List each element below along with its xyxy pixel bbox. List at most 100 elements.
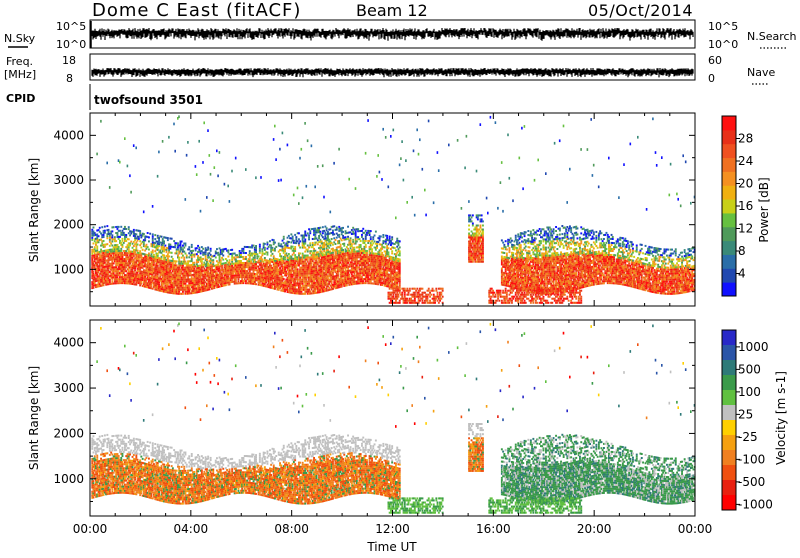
power-cell xyxy=(333,225,335,227)
power-cell xyxy=(104,262,106,264)
power-cell xyxy=(180,251,182,253)
power-cell xyxy=(372,238,374,240)
power-cell xyxy=(162,140,164,143)
power-cell xyxy=(129,234,131,236)
power-cell xyxy=(347,248,349,250)
power-cell xyxy=(370,266,372,268)
power-cell xyxy=(174,262,176,264)
power-cell xyxy=(316,266,318,268)
power-cell xyxy=(360,246,362,248)
power-cell xyxy=(364,232,366,234)
power-cell xyxy=(190,288,192,290)
power-cell xyxy=(348,274,350,276)
power-cell xyxy=(399,261,401,263)
power-cell xyxy=(246,270,248,272)
power-cell xyxy=(357,228,359,230)
power-cell xyxy=(295,236,297,238)
power-cell xyxy=(295,266,297,268)
power-cell xyxy=(306,235,308,237)
power-cell xyxy=(367,262,369,264)
power-cell xyxy=(369,250,371,252)
power-cell xyxy=(364,242,366,244)
power-cell xyxy=(365,240,367,242)
power-cell xyxy=(231,259,233,261)
power-cell xyxy=(254,275,256,277)
power-cell xyxy=(370,280,372,282)
power-cell xyxy=(133,259,135,261)
power-cell xyxy=(287,245,289,247)
power-cell xyxy=(110,233,112,235)
power-cell xyxy=(398,248,400,250)
power-cell xyxy=(293,194,295,197)
power-cell xyxy=(139,230,141,232)
power-cell xyxy=(209,154,211,157)
power-cell xyxy=(253,245,255,247)
freq-label-2: [MHz] xyxy=(4,68,36,81)
power-cell xyxy=(370,238,372,240)
power-cell xyxy=(288,253,290,255)
freq-trace xyxy=(92,68,693,77)
power-cell xyxy=(224,183,226,186)
power-cell xyxy=(371,240,373,242)
power-cell xyxy=(356,269,358,271)
power-cell xyxy=(353,273,355,275)
power-cell xyxy=(311,250,313,252)
power-cell xyxy=(317,165,319,168)
power-cell xyxy=(191,252,193,254)
power-cell xyxy=(182,285,184,287)
power-cell xyxy=(93,243,95,245)
power-cell xyxy=(403,179,405,182)
power-cell xyxy=(376,247,378,249)
power-cell xyxy=(98,235,100,237)
power-cell xyxy=(196,263,198,265)
power-cell xyxy=(312,260,314,262)
power-cell xyxy=(207,249,209,251)
power-cell xyxy=(176,260,178,262)
power-cell xyxy=(362,280,364,282)
power-cell xyxy=(314,228,316,230)
power-cell xyxy=(371,248,373,250)
power-cell xyxy=(258,266,260,268)
power-cell xyxy=(173,286,175,288)
power-cell xyxy=(382,242,384,244)
power-cell xyxy=(388,253,390,255)
power-cell xyxy=(272,253,274,255)
power-cell xyxy=(399,240,401,242)
power-cell xyxy=(119,230,121,232)
power-cell xyxy=(128,226,130,228)
power-cell xyxy=(98,241,100,243)
power-cell xyxy=(311,288,313,290)
power-cell xyxy=(382,234,384,236)
power-cell xyxy=(290,248,292,250)
power-cell xyxy=(231,265,233,267)
power-cell xyxy=(351,229,353,231)
power-cell xyxy=(118,238,120,240)
power-cell xyxy=(414,292,416,294)
power-cell xyxy=(352,239,354,241)
power-cell xyxy=(364,248,366,250)
power-cell xyxy=(111,281,113,283)
power-cell xyxy=(360,244,362,246)
power-cell xyxy=(411,196,413,199)
power-cell xyxy=(125,260,127,262)
power-cell xyxy=(119,161,121,164)
power-cell xyxy=(135,245,137,247)
power-cell xyxy=(152,250,154,252)
power-cell xyxy=(284,258,286,260)
power-cell xyxy=(317,251,319,253)
power-cell xyxy=(361,234,363,236)
power-cell xyxy=(302,253,304,255)
power-cell xyxy=(103,240,105,242)
power-cell xyxy=(273,255,275,257)
power-cell xyxy=(186,257,188,259)
power-cell xyxy=(181,271,183,273)
power-cell xyxy=(333,233,335,235)
power-cell xyxy=(306,287,308,289)
power-cell xyxy=(309,244,311,246)
power-cell xyxy=(297,187,299,190)
power-cell xyxy=(202,258,204,260)
power-cell xyxy=(210,248,212,250)
power-cell xyxy=(205,251,207,253)
power-cell xyxy=(162,244,164,246)
power-cell xyxy=(222,251,224,253)
